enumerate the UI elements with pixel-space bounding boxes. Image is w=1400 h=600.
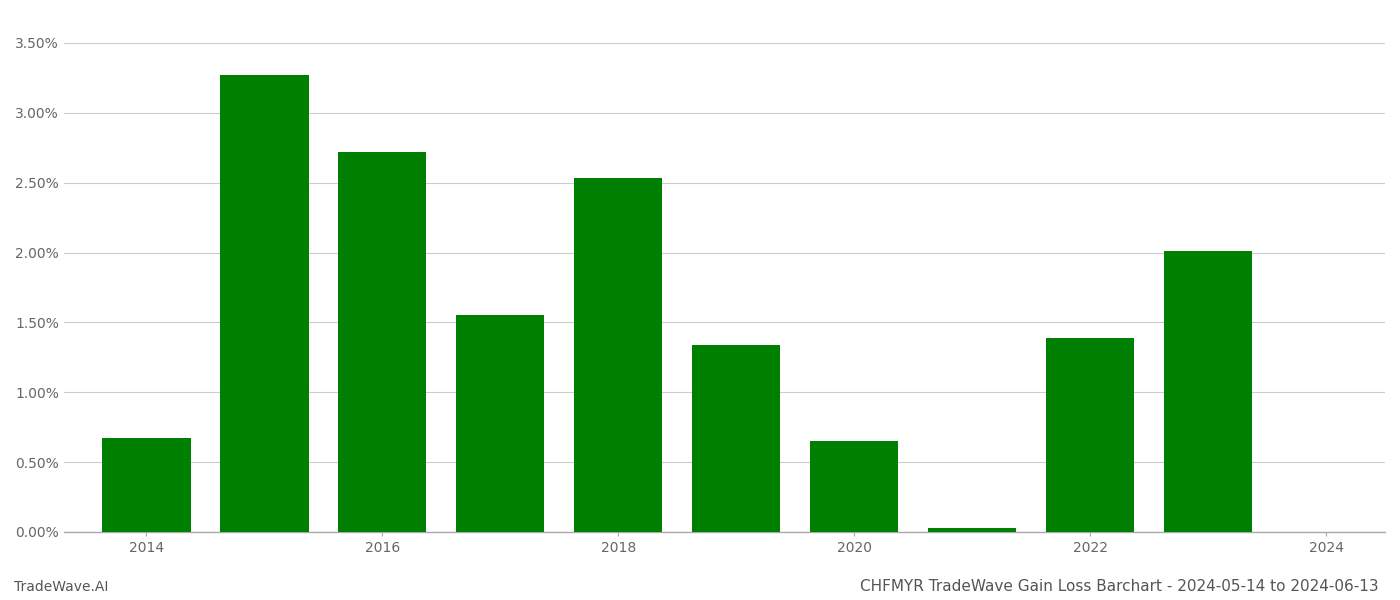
Bar: [220, 75, 308, 532]
Bar: [456, 316, 545, 532]
Text: CHFMYR TradeWave Gain Loss Barchart - 2024-05-14 to 2024-06-13: CHFMYR TradeWave Gain Loss Barchart - 20…: [861, 579, 1379, 594]
Bar: [928, 529, 1016, 532]
Bar: [337, 152, 427, 532]
Text: TradeWave.AI: TradeWave.AI: [14, 580, 108, 594]
Bar: [1046, 338, 1134, 532]
Bar: [574, 178, 662, 532]
Bar: [692, 346, 780, 532]
Bar: [809, 441, 899, 532]
Bar: [1163, 251, 1252, 532]
Bar: [102, 439, 190, 532]
